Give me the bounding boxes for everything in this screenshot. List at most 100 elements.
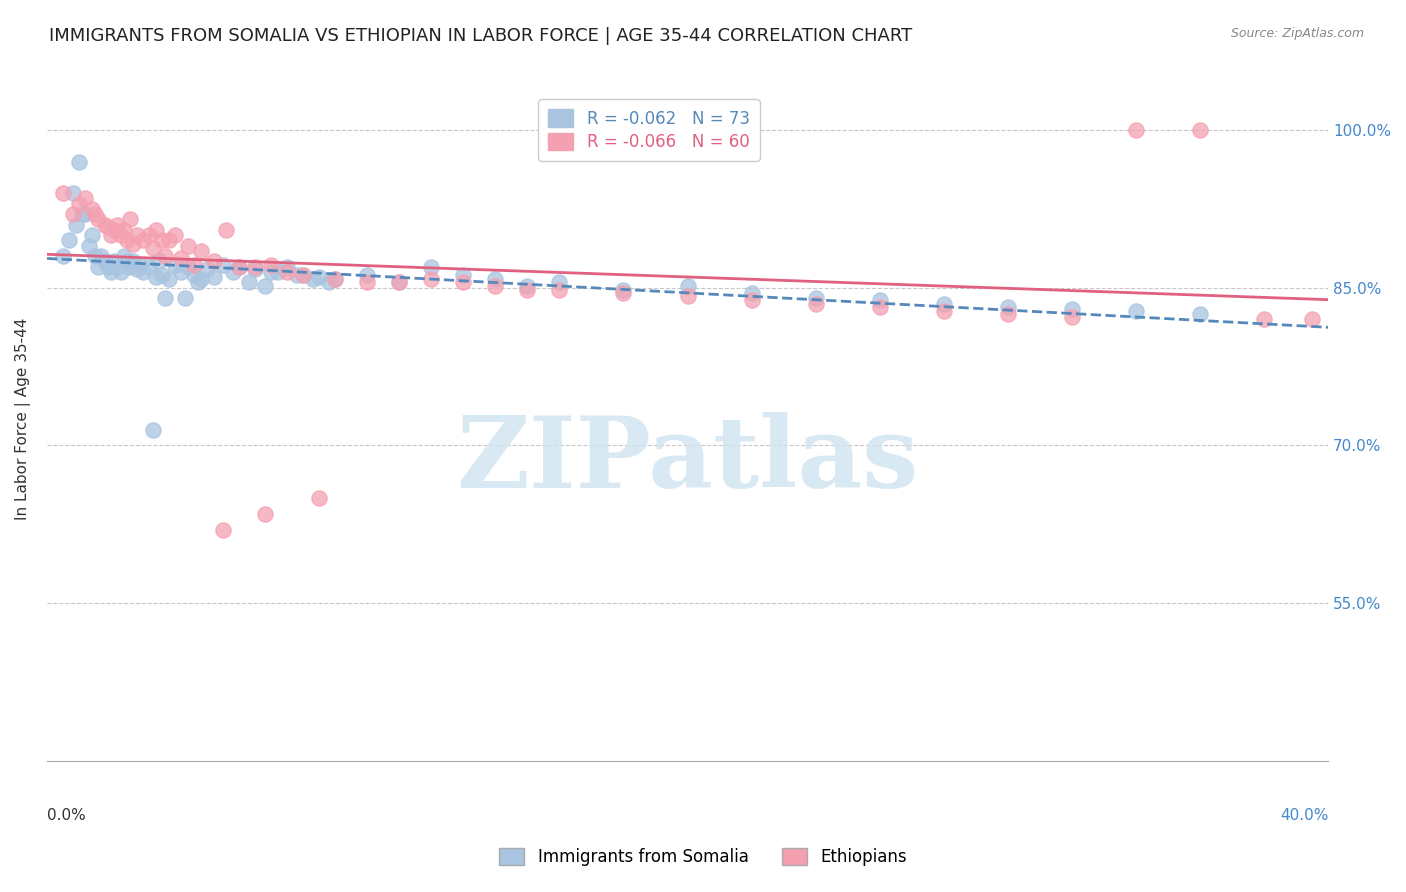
Point xyxy=(420,260,443,274)
Point xyxy=(1301,312,1323,326)
Legend: R = -0.062   N = 73, R = -0.066   N = 60: R = -0.062 N = 73, R = -0.066 N = 60 xyxy=(538,99,759,161)
Point xyxy=(67,196,90,211)
Point xyxy=(107,260,129,274)
Point xyxy=(87,212,110,227)
Point xyxy=(238,276,260,290)
Point xyxy=(150,234,173,248)
Point xyxy=(80,202,103,216)
Point xyxy=(186,276,208,290)
Y-axis label: In Labor Force | Age 35-44: In Labor Force | Age 35-44 xyxy=(15,318,31,520)
Point xyxy=(77,238,100,252)
Point xyxy=(115,254,138,268)
Point xyxy=(212,523,235,537)
Point xyxy=(548,283,571,297)
Point xyxy=(676,289,699,303)
Point xyxy=(122,254,145,268)
Point xyxy=(612,285,634,300)
Point xyxy=(112,223,135,237)
Point xyxy=(228,260,250,274)
Point xyxy=(112,249,135,263)
Point xyxy=(177,238,200,252)
Point xyxy=(804,291,827,305)
Point xyxy=(212,258,235,272)
Point xyxy=(195,261,218,276)
Point xyxy=(1125,304,1147,318)
Point xyxy=(548,276,571,290)
Point xyxy=(1189,123,1212,137)
Point xyxy=(75,191,97,205)
Point xyxy=(110,228,132,243)
Point xyxy=(276,265,298,279)
Point xyxy=(292,268,315,282)
Point xyxy=(122,236,145,251)
Point xyxy=(484,272,506,286)
Point xyxy=(190,272,212,286)
Point xyxy=(276,260,298,274)
Point xyxy=(253,278,276,293)
Point xyxy=(145,270,167,285)
Point xyxy=(388,276,411,290)
Point xyxy=(107,218,129,232)
Point xyxy=(388,276,411,290)
Point xyxy=(138,228,160,243)
Point xyxy=(120,212,142,227)
Point xyxy=(516,283,538,297)
Point xyxy=(65,218,87,232)
Point xyxy=(90,249,112,263)
Point xyxy=(157,234,180,248)
Point xyxy=(260,258,283,272)
Point xyxy=(1060,301,1083,316)
Point xyxy=(142,423,165,437)
Point xyxy=(125,228,148,243)
Point xyxy=(323,272,346,286)
Point xyxy=(997,300,1019,314)
Point xyxy=(87,260,110,274)
Point xyxy=(150,268,173,282)
Point xyxy=(997,307,1019,321)
Point xyxy=(155,291,177,305)
Point xyxy=(356,276,378,290)
Point xyxy=(1125,123,1147,137)
Point xyxy=(115,234,138,248)
Point xyxy=(516,278,538,293)
Point xyxy=(80,228,103,243)
Point xyxy=(215,223,238,237)
Point xyxy=(202,270,225,285)
Point xyxy=(453,268,475,282)
Point xyxy=(741,285,763,300)
Point xyxy=(103,223,125,237)
Point xyxy=(1189,307,1212,321)
Point xyxy=(190,244,212,258)
Point xyxy=(612,283,634,297)
Point xyxy=(804,296,827,310)
Point xyxy=(165,228,187,243)
Text: 40.0%: 40.0% xyxy=(1279,808,1329,823)
Point xyxy=(145,223,167,237)
Point xyxy=(142,241,165,255)
Point xyxy=(132,234,155,248)
Point xyxy=(177,260,200,274)
Point xyxy=(228,260,250,274)
Point xyxy=(165,258,187,272)
Text: 0.0%: 0.0% xyxy=(46,808,86,823)
Point xyxy=(869,293,891,308)
Point xyxy=(323,272,346,286)
Point xyxy=(93,254,115,268)
Point xyxy=(97,260,120,274)
Point xyxy=(52,186,75,200)
Point xyxy=(62,186,84,200)
Point xyxy=(869,300,891,314)
Point xyxy=(157,272,180,286)
Point xyxy=(170,252,193,266)
Point xyxy=(155,249,177,263)
Point xyxy=(183,258,205,272)
Point xyxy=(70,207,93,221)
Point xyxy=(202,254,225,268)
Point xyxy=(301,272,323,286)
Point xyxy=(484,278,506,293)
Point xyxy=(453,276,475,290)
Point xyxy=(120,260,142,274)
Point xyxy=(253,507,276,521)
Point xyxy=(100,228,122,243)
Point xyxy=(100,265,122,279)
